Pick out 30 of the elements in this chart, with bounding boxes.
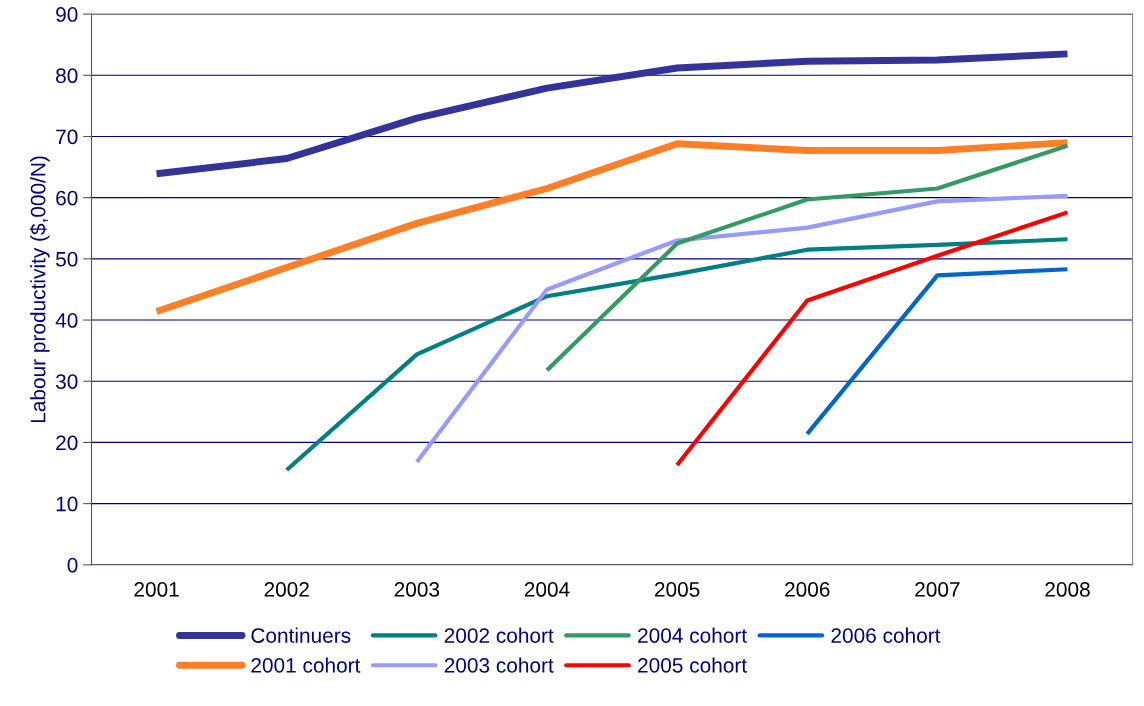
- y-axis-title: Labour productivity ($,000/N): [29, 156, 50, 423]
- x-tick-label: 2002: [264, 582, 309, 597]
- y-tick-label: 60: [56, 190, 78, 206]
- y-tick-label: 30: [55, 374, 78, 389]
- legend-label: 2002 cohort: [444, 627, 554, 643]
- x-tick-label: 2008: [1045, 582, 1090, 597]
- x-tick-label: 2001: [134, 582, 179, 597]
- legend-label: 2006 cohort: [831, 627, 941, 643]
- y-tick-label: 90: [56, 7, 78, 22]
- y-tick-label: 0: [67, 557, 78, 573]
- y-tick-label: 20: [56, 435, 78, 451]
- legend-label: Continuers: [251, 627, 351, 643]
- x-tick-label: 2007: [915, 582, 960, 597]
- x-tick-label: 2006: [785, 582, 830, 597]
- line-series: [414, 193, 1070, 465]
- line-series: [544, 143, 1070, 373]
- legend-label: 2003 cohort: [444, 657, 554, 673]
- y-tick-label: 80: [56, 68, 78, 84]
- x-tick-label: 2005: [654, 582, 700, 597]
- x-tick-label: 2004: [524, 582, 570, 597]
- y-tick-label: 40: [55, 313, 78, 328]
- y-tick-label: 70: [56, 129, 78, 145]
- legend-label: 2004 cohort: [638, 627, 747, 643]
- x-tick-label: 2003: [394, 582, 440, 597]
- y-tick-label: 10: [56, 496, 78, 512]
- line-series: [284, 237, 1070, 473]
- legend-label: 2005 cohort: [638, 657, 747, 673]
- line-series: [675, 210, 1070, 468]
- legend-label: 2001 cohort: [251, 657, 361, 673]
- y-tick-label: 50: [55, 251, 78, 267]
